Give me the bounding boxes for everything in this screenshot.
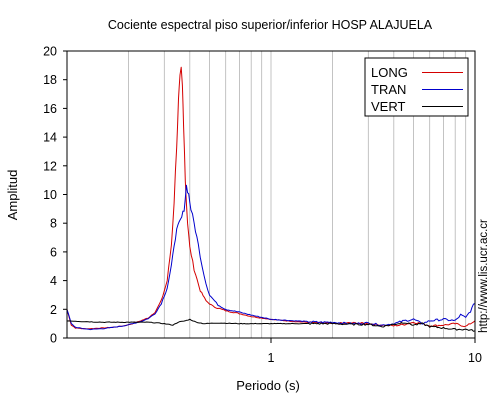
grid-lines xyxy=(127,51,467,338)
y-tick-label: 18 xyxy=(43,73,57,87)
series-lines xyxy=(66,66,476,332)
legend-label-tran: TRAN xyxy=(371,82,406,97)
y-tick-label: 2 xyxy=(50,303,57,317)
axes: 0 2 4 6 8 10 12 14 16 18 20 1 10 xyxy=(43,45,482,366)
y-axis-label: Amplitud xyxy=(5,170,20,221)
legend-label-vert: VERT xyxy=(371,99,405,114)
y-tick-label: 16 xyxy=(43,102,57,116)
legend: LONG TRAN VERT xyxy=(364,57,469,117)
y-tick-label: 8 xyxy=(50,217,57,231)
y-tick-label: 20 xyxy=(43,45,57,59)
y-tick-label: 10 xyxy=(43,188,57,202)
series-line-vert xyxy=(66,318,476,332)
y-tick-label: 6 xyxy=(50,245,57,259)
x-axis-label: Periodo (s) xyxy=(236,378,300,393)
y-tick-label: 0 xyxy=(50,332,57,346)
y-tick-label: 12 xyxy=(43,159,57,173)
y-tick-label: 4 xyxy=(50,274,57,288)
y-tick-label: 14 xyxy=(43,131,57,145)
x-tick-label: 10 xyxy=(468,351,482,365)
source-url-annotation: http://www.lis.ucr.ac.cr xyxy=(478,219,490,333)
x-tick-label: 1 xyxy=(268,351,275,365)
legend-label-long: LONG xyxy=(371,65,408,80)
series-line-tran xyxy=(66,184,476,331)
chart-title: Cociente espectral piso superior/inferio… xyxy=(108,18,433,32)
